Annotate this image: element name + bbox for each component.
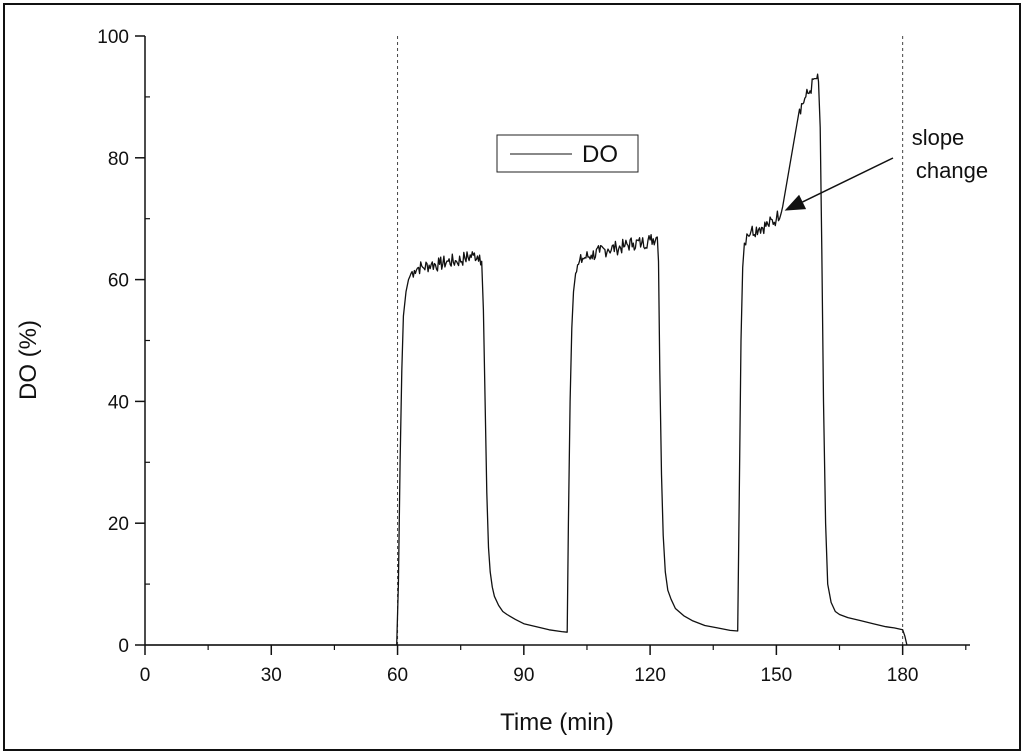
x-tick-label: 30 <box>261 665 282 686</box>
x-tick-label: 120 <box>634 665 666 686</box>
y-tick-label: 80 <box>108 149 129 170</box>
annotation-line-1: slope <box>912 125 965 150</box>
series-layer <box>145 73 908 646</box>
slope-change-annotation: slope change <box>784 125 988 211</box>
y-ticks: 0 20 40 60 80 100 <box>97 27 150 657</box>
x-tick-label: 90 <box>513 665 534 686</box>
series-line-do <box>145 73 908 646</box>
y-tick-label: 0 <box>118 636 129 657</box>
y-axis-title: DO (%) <box>15 320 42 400</box>
y-tick-label: 20 <box>108 514 129 535</box>
annotation-line-2: change <box>916 158 988 183</box>
x-tick-label: 180 <box>887 665 919 686</box>
y-tick-label: 40 <box>108 392 129 413</box>
x-tick-label: 60 <box>387 665 408 686</box>
annotation-arrow-line <box>802 157 894 203</box>
y-tick-label: 100 <box>97 27 129 48</box>
outer-frame <box>3 3 1021 751</box>
x-ticks: 0 30 60 90 120 150 180 <box>140 645 967 686</box>
x-tick-label: 0 <box>140 665 151 686</box>
annotation-arrow-head <box>784 194 807 211</box>
legend: DO <box>496 134 639 173</box>
legend-label: DO <box>582 141 618 168</box>
x-axis-title: Time (min) <box>500 709 614 736</box>
y-tick-label: 60 <box>108 271 129 292</box>
x-tick-label: 150 <box>761 665 793 686</box>
